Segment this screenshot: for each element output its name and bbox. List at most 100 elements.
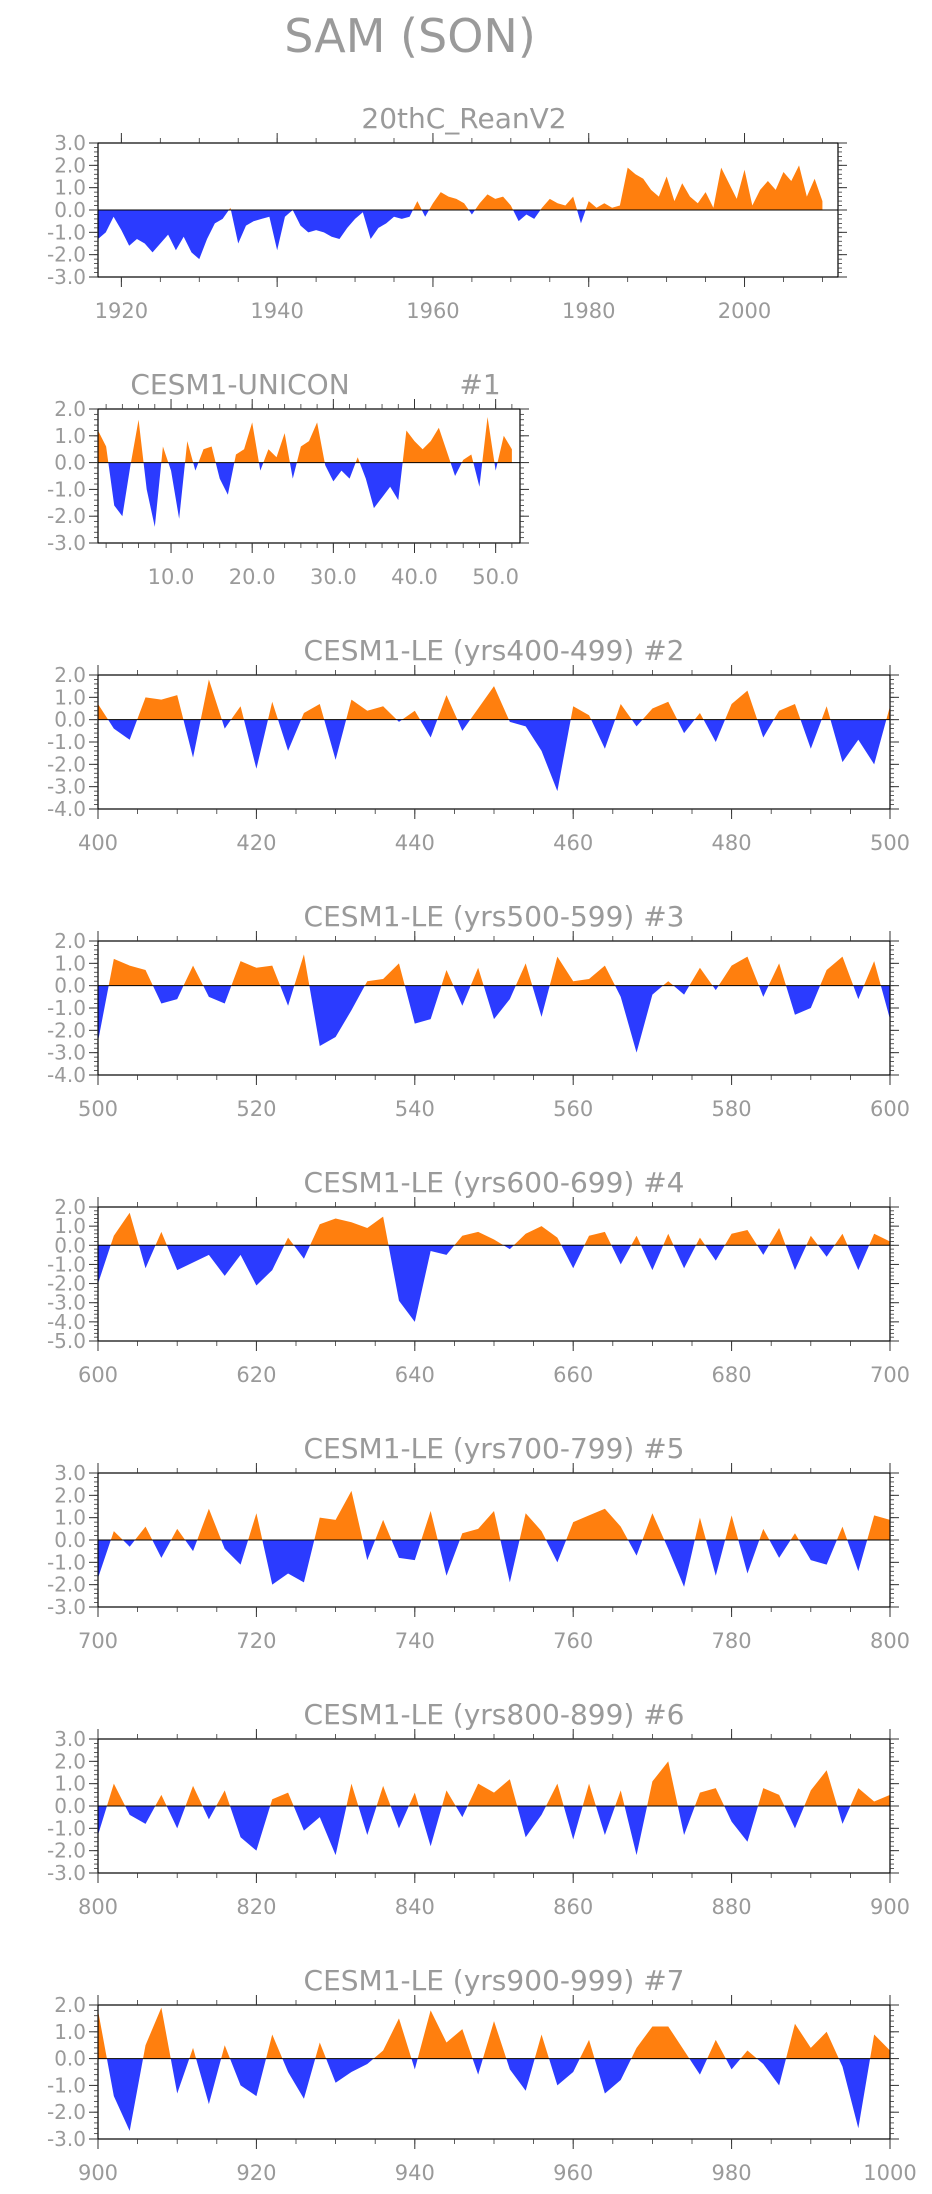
x-tick-label: 30.0 [310,565,357,589]
x-tick-label: 640 [395,1363,435,1387]
panel-title: CESM1-LE (yrs500-599) #3 [304,900,685,933]
y-tick-label: 0.0 [54,974,86,998]
y-tick-label: 1.0 [54,1214,86,1238]
y-tick-label: 1.0 [54,951,86,975]
negative-anomaly-area [98,1806,890,1856]
x-tick-label: 460 [553,831,593,855]
chart-panel-6: 3.02.01.00.0-1.0-2.0-3.0 700 720 740 760 780 8… [47,1432,910,1653]
panel-title: CESM1-LE (yrs900-999) #7 [304,1964,685,1997]
x-tick-label: 420 [236,831,276,855]
y-tick-label: -2.0 [47,2100,86,2124]
y-tick-label: 1.0 [54,1772,86,1796]
y-tick-label: -3.0 [47,531,86,555]
positive-anomaly-area [98,1490,890,1540]
y-tick-label: 0.0 [54,451,86,475]
x-tick-label: 480 [712,831,752,855]
y-tick-label: -3.0 [47,1861,86,1885]
x-tick-label: 620 [236,1363,276,1387]
panel-title: CESM1-LE (yrs700-799) #5 [304,1432,685,1465]
positive-anomaly-area [98,2007,890,2059]
y-tick-label: 2.0 [54,1195,86,1219]
y-tick-label: -4.0 [47,1310,86,1334]
x-tick-label: 760 [553,1629,593,1653]
y-tick-label: -1.0 [47,477,86,501]
plot-frame [97,408,521,544]
y-tick-label: -2.0 [47,1272,86,1296]
y-tick-label: -1.0 [47,730,86,754]
positive-anomaly-area [98,1761,890,1806]
y-tick-label: 0.0 [54,708,86,732]
x-tick-label: 780 [712,1629,752,1653]
y-tick-label: -3.0 [47,775,86,799]
y-tick-label: 1.0 [54,176,86,200]
positive-anomaly-area [98,679,890,720]
negative-anomaly-area [98,985,890,1053]
y-tick-label: 1.0 [54,685,86,709]
x-tick-label: 660 [553,1363,593,1387]
y-tick-label: -3.0 [47,1291,86,1315]
x-tick-label: 520 [236,1097,276,1121]
panel-title: CESM1-LE (yrs600-699) #4 [304,1166,685,1199]
y-tick-label: 1.0 [54,424,86,448]
negative-anomaly-area [98,719,890,792]
x-tick-label: 1980 [562,299,615,323]
y-tick-label: -3.0 [47,1041,86,1065]
x-tick-label: 800 [870,1629,910,1653]
y-tick-label: 2.0 [54,1483,86,1507]
x-tick-label: 840 [395,1895,435,1919]
x-tick-label: 700 [78,1629,118,1653]
y-tick-label: 3.0 [54,1727,86,1751]
y-tick-label: 0.0 [54,2047,86,2071]
negative-anomaly-area [98,462,512,527]
y-tick-label: -1.0 [47,220,86,244]
y-tick-label: -2.0 [47,1018,86,1042]
chart-panel-3: 2.01.00.0-1.0-2.0-3.0-4.0 400 420 440 460 480… [47,634,910,855]
x-tick-label: 600 [78,1363,118,1387]
x-tick-label: 1920 [95,299,148,323]
y-tick-label: 0.0 [54,1528,86,1552]
y-tick-label: 3.0 [54,131,86,155]
y-tick-label: -4.0 [47,1063,86,1087]
x-tick-label: 740 [395,1629,435,1653]
x-tick-label: 440 [395,831,435,855]
y-tick-label: -1.0 [47,1816,86,1840]
x-tick-label: 500 [78,1097,118,1121]
y-tick-label: -3.0 [47,265,86,289]
plot-frame [97,1206,891,1342]
x-tick-label: 980 [712,2161,752,2185]
y-tick-label: 1.0 [54,1506,86,1530]
y-tick-label: 0.0 [54,198,86,222]
x-tick-label: 820 [236,1895,276,1919]
panel-title: CESM1-LE (yrs400-499) #2 [304,634,685,667]
y-tick-label: 2.0 [54,153,86,177]
x-tick-label: 540 [395,1097,435,1121]
x-tick-label: 600 [870,1097,910,1121]
x-tick-label: 900 [78,2161,118,2185]
x-tick-label: 920 [236,2161,276,2185]
positive-anomaly-area [98,1212,890,1246]
negative-anomaly-area [98,1540,890,1587]
y-tick-label: -1.0 [47,996,86,1020]
x-tick-label: 10.0 [148,565,195,589]
chart-panel-4: 2.01.00.0-1.0-2.0-3.0-4.0 500 520 540 560 580… [47,900,910,1121]
figure-title: SAM (SON) [284,9,536,63]
negative-anomaly-area [98,210,823,260]
y-tick-label: -2.0 [47,243,86,267]
panel-title: CESM1-LE (yrs800-899) #6 [304,1698,685,1731]
x-tick-label: 680 [712,1363,752,1387]
y-tick-label: 1.0 [54,2020,86,2044]
x-tick-label: 1960 [406,299,459,323]
negative-anomaly-area [98,1245,890,1322]
y-tick-label: -2.0 [47,1839,86,1863]
panel-title: 20thC_ReanV2 [361,102,566,135]
x-tick-label: 720 [236,1629,276,1653]
y-tick-label: 0.0 [54,1794,86,1818]
x-tick-label: 1940 [250,299,303,323]
x-tick-label: 50.0 [472,565,519,589]
x-tick-label: 2000 [718,299,771,323]
x-tick-label: 20.0 [229,565,276,589]
y-tick-label: -2.0 [47,504,86,528]
y-tick-label: -1.0 [47,2073,86,2097]
x-tick-label: 580 [712,1097,752,1121]
